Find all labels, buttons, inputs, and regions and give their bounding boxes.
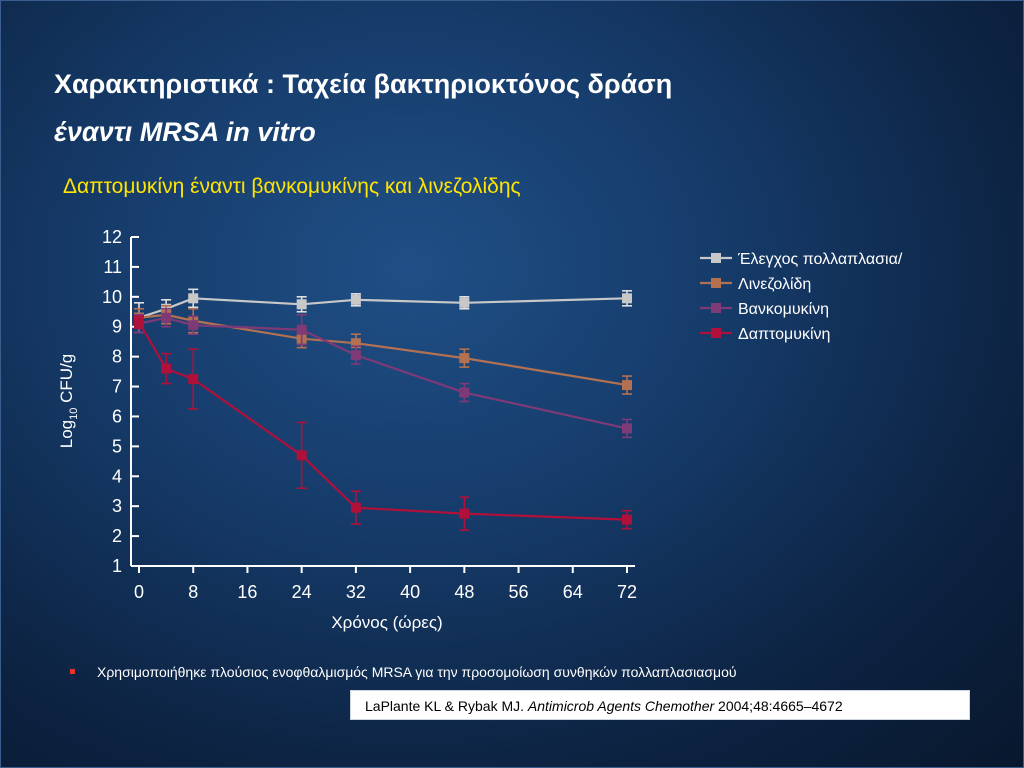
data-point: [459, 297, 470, 308]
citation-details: 2004;48:4665–4672: [714, 698, 843, 714]
legend-label: Δαπτομυκίνη: [738, 326, 830, 343]
citation-journal: Antimicrob Agents Chemother: [527, 698, 715, 714]
note-bullet-item: Χρησιμοποιήθηκε πλούσιος ενοφθαλμισμός M…: [70, 664, 737, 680]
y-axis-title-unit: CFU/g: [57, 354, 76, 408]
y-tick-label: 7: [112, 377, 122, 397]
data-point: [622, 514, 632, 525]
title-line-1: Χαρακτηριστικά : Ταχεία βακτηριοκτόνος δ…: [54, 69, 673, 99]
y-tick-label: 2: [112, 526, 122, 546]
data-point: [622, 293, 632, 304]
series-line: [138, 321, 628, 521]
x-tick-label: 0: [134, 582, 144, 602]
chart-series: [134, 288, 632, 531]
chart-legend: Έλεγχος πολλαπλασια/Λινεζολίδη Βανκομυκίν…: [700, 251, 903, 343]
data-point: [296, 299, 307, 310]
legend-swatch-marker: [711, 253, 721, 263]
data-point: [188, 320, 199, 331]
legend-swatch-marker: [711, 278, 721, 288]
legend-label: Έλεγχος πολλαπλασια/: [737, 251, 903, 268]
legend-item: Δαπτομυκίνη: [700, 326, 830, 343]
x-tick-label: 24: [292, 582, 312, 602]
y-tick-label: 1: [112, 556, 122, 576]
data-point: [161, 363, 172, 374]
legend-item: Λινεζολίδη: [700, 276, 811, 293]
y-tick-label: 6: [112, 406, 122, 426]
legend-item: Έλεγχος πολλαπλασια/: [700, 251, 903, 268]
data-point: [622, 423, 632, 434]
data-point: [188, 293, 199, 304]
chart-subtitle: Δαπτομυκίνη έναντι βανκομυκίνης και λινε…: [63, 175, 521, 198]
x-tick-label: 8: [188, 582, 198, 602]
x-tick-label: 16: [237, 582, 257, 602]
series-4: [134, 315, 632, 531]
data-point: [459, 387, 470, 398]
x-tick-label: 48: [454, 582, 474, 602]
x-tick-label: 72: [617, 582, 637, 602]
x-tick-label: 56: [509, 582, 529, 602]
data-point: [459, 508, 470, 519]
data-point: [134, 317, 144, 328]
data-point: [350, 502, 361, 513]
y-tick-label: 9: [112, 317, 122, 337]
y-tick-label: 12: [102, 227, 122, 247]
y-tick-label: 8: [112, 347, 122, 367]
series-line: [138, 297, 628, 319]
data-point: [296, 450, 307, 461]
data-point: [350, 338, 361, 349]
title-line-2-greek: έναντι: [54, 117, 140, 147]
data-point: [350, 350, 361, 361]
y-axis-title: Log10 CFU/g: [57, 354, 80, 448]
note-text: Χρησιμοποιήθηκε πλούσιος ενοφθαλμισμός M…: [97, 664, 737, 680]
y-tick-label: 3: [112, 496, 122, 516]
legend-swatch-marker: [711, 303, 721, 313]
series-2: [134, 304, 632, 395]
x-tick-label: 64: [563, 582, 583, 602]
y-tick-label: 5: [112, 436, 122, 456]
data-point: [161, 312, 172, 323]
data-point: [296, 324, 307, 335]
title-line-2-italic: MRSA in vitro: [139, 117, 316, 147]
y-tick-label: 10: [102, 287, 122, 307]
data-point: [459, 353, 470, 364]
data-point: [350, 294, 361, 305]
bullet-icon: [70, 668, 75, 674]
legend-label: Λινεζολίδη: [738, 276, 811, 293]
citation-box: LaPlante KL & Rybak MJ. Antimicrob Agent…: [350, 690, 970, 720]
y-axis-title-subscript: 10: [68, 408, 80, 420]
slide-title: Χαρακτηριστικά : Ταχεία βακτηριοκτόνος δ…: [54, 60, 954, 156]
legend-label: Βανκομυκίνη: [738, 301, 829, 318]
data-point: [622, 380, 632, 391]
y-tick-label: 11: [103, 257, 122, 277]
legend-item: Βανκομυκίνη: [700, 301, 829, 318]
x-axis-title: Χρόνος (ώρες): [331, 613, 442, 632]
citation-authors: LaPlante KL & Rybak MJ.: [365, 698, 528, 714]
y-axis-title-base: Log: [57, 420, 76, 448]
y-tick-label: 4: [112, 466, 122, 486]
data-point: [188, 374, 199, 385]
x-tick-label: 40: [400, 582, 420, 602]
legend-swatch-marker: [711, 328, 721, 338]
x-tick-label: 32: [346, 582, 366, 602]
